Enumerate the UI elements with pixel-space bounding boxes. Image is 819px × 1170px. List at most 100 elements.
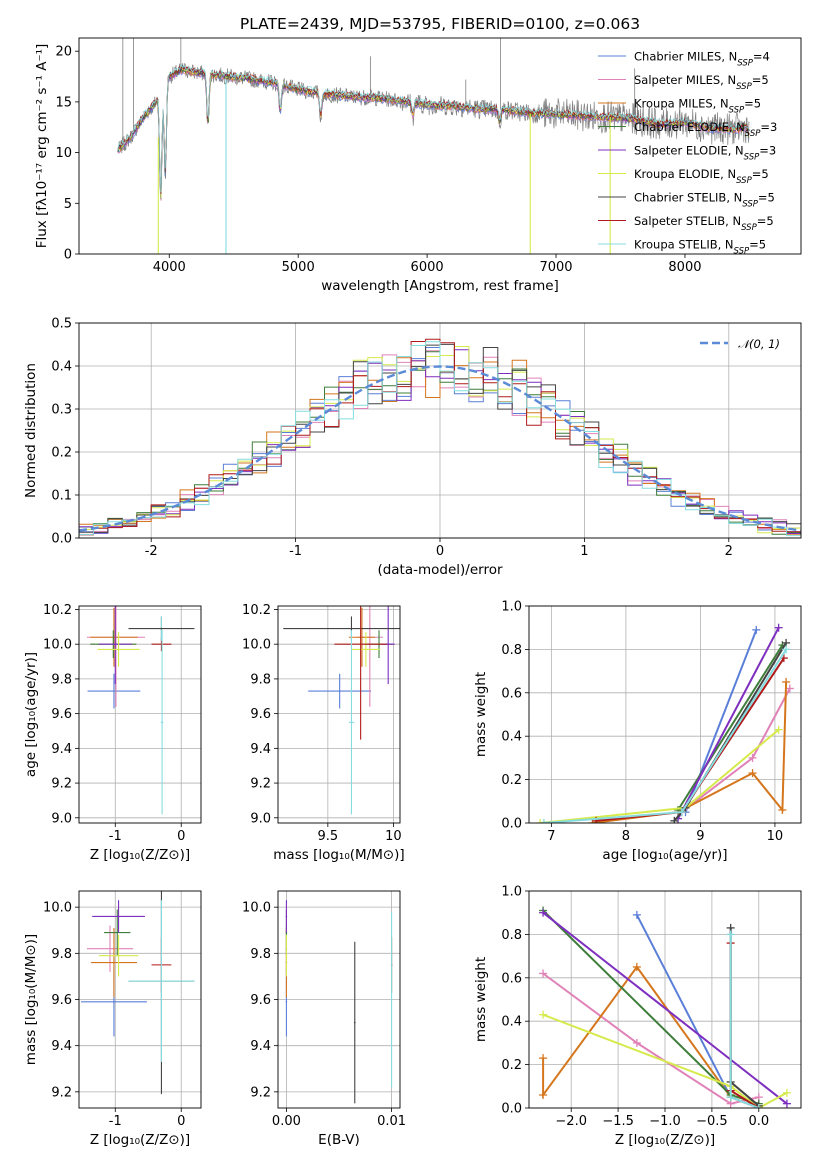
x-tick-label: 4000: [153, 260, 186, 275]
data-point: [285, 1001, 288, 1003]
axes-weight-vs-age: 7 8 9 10 0.0 0.2 0.4 0.6 0.8 1.0 age [log₁₀(age/yr…: [473, 600, 802, 863]
data-point: [113, 690, 115, 692]
axes-frame: [78, 890, 202, 1109]
y-tick-label: 10.0: [242, 638, 271, 653]
y-tick-label: 9.6: [250, 993, 271, 1008]
x-tick-label: 0: [177, 829, 185, 844]
y-tick-label: 0.3: [51, 403, 72, 418]
data-point: [285, 954, 288, 957]
axes-mass-vs-EBV: 0.00 0.01 9.2 9.4 9.6 9.8 10.0 E(B-V): [242, 890, 406, 1148]
plot-area-age-vs-Z: [86, 606, 195, 815]
y-tick-label: 20: [55, 45, 72, 60]
y-tick-label: 0.6: [501, 686, 522, 701]
x-tick-label: −0.5: [696, 1114, 728, 1129]
y-tick-label: 9.6: [51, 993, 72, 1008]
plot-area-mass-vs-EBV: [285, 900, 393, 1104]
x-axis-label: (data-model)/error: [377, 562, 503, 578]
y-tick-label: 0.5: [51, 317, 72, 332]
x-tick-label: -1: [289, 544, 302, 559]
legend-entry: Salpeter STELIB, NSSP=5: [634, 214, 774, 233]
y-tick-label: 0.8: [501, 928, 522, 943]
x-tick-label: 2: [725, 544, 733, 559]
legend-entry: Chabrier ELODIE, NSSP=3: [634, 120, 777, 139]
x-tick-label: -2: [145, 544, 158, 559]
data-point: [160, 980, 163, 982]
y-axis-label: mass weight: [473, 672, 489, 757]
y-axis-label: age [log₁₀(age/yr)]: [23, 652, 39, 777]
data-point: [113, 1001, 115, 1003]
data-point: [350, 627, 353, 630]
x-tick-label: -1: [109, 1114, 122, 1129]
y-tick-label: 0.4: [501, 1015, 522, 1030]
axes-frame: [78, 322, 802, 539]
y-tick-label: 9.2: [51, 777, 72, 792]
data-point: [114, 643, 117, 645]
x-tick-label: 0: [436, 544, 444, 559]
axes-spectrum: 4000 5000 6000 7000 8000 0 5 10 15 20 wavelength […: [34, 37, 802, 294]
axes-frame: [277, 890, 401, 1109]
data-point: [109, 947, 111, 950]
model-spectrum-line: [117, 65, 750, 193]
plot-area-mass-vs-Z: [80, 891, 195, 1095]
plot-area-spectrum: [117, 38, 750, 254]
histogram-step-line: [79, 338, 801, 538]
legend-entry: Chabrier STELIB, NSSP=5: [634, 191, 775, 210]
legend-entry: Salpeter MILES, NSSP=5: [634, 73, 769, 92]
x-axis-label: E(B-V): [318, 1132, 360, 1148]
x-axis-label: age [log₁₀(age/yr)]: [602, 847, 727, 863]
normal-curve-line: [79, 365, 801, 532]
x-tick-label: 7000: [539, 260, 572, 275]
series-line: [542, 911, 788, 1105]
y-tick-label: 0.4: [501, 730, 522, 745]
plot-area-age-vs-mass: [283, 606, 400, 815]
y-tick-label: 9.8: [51, 672, 72, 687]
x-tick-label: −1.5: [602, 1114, 634, 1129]
x-tick-label: 8000: [668, 260, 701, 275]
data-point: [353, 1021, 356, 1024]
series-line: [542, 1013, 788, 1108]
y-tick-label: 0.8: [501, 643, 522, 658]
data-point: [350, 721, 353, 724]
data-point: [161, 721, 163, 724]
axes-frame: [277, 605, 401, 824]
data-point: [359, 643, 362, 645]
data-point: [361, 636, 363, 639]
series-line: [677, 627, 780, 820]
y-tick-label: 1.0: [501, 600, 522, 615]
y-tick-label: 5: [64, 197, 72, 212]
x-axis-label: mass [log₁₀(M/M⊙)]: [273, 847, 404, 863]
y-tick-label: 0.0: [501, 817, 522, 832]
y-tick-label: 9.0: [51, 811, 72, 826]
legend-entry: 𝒩(0, 1): [738, 337, 780, 351]
axes-mass-vs-Z: -1 0 9.2 9.4 9.6 9.8 10.0 Z [log₁₀(Z/Z⊙)] mass […: [23, 890, 202, 1148]
data-point: [160, 627, 163, 630]
y-tick-label: 10: [55, 146, 72, 161]
data-point: [117, 648, 120, 651]
series-line: [540, 728, 780, 823]
axes-residuals: -2 -1 0 1 2 0.0 0.1 0.2 0.3 0.4 0.5 (data-model)/er…: [23, 317, 802, 578]
y-tick-label: 9.2: [51, 1085, 72, 1100]
axes-weight-vs-Z: −2.0 −1.5 −1.0 −0.5 0.0 0.0 0.2 0.4 0.6 0.8 1.0 Z […: [473, 885, 802, 1148]
x-tick-label: 9.5: [318, 829, 339, 844]
y-tick-label: 9.0: [250, 811, 271, 826]
axes-frame: [78, 605, 202, 824]
y-tick-label: 0.1: [51, 489, 72, 504]
y-tick-label: 10.2: [43, 603, 72, 618]
y-tick-label: 10.0: [242, 901, 271, 916]
x-tick-label: 8: [622, 829, 630, 844]
y-tick-label: 0.6: [501, 971, 522, 986]
y-tick-label: 0.0: [51, 532, 72, 547]
legend-entry: Salpeter ELODIE, NSSP=3: [634, 144, 776, 163]
y-tick-label: 9.4: [51, 742, 72, 757]
x-tick-label: 9: [696, 829, 704, 844]
plot-area-weight-vs-Z: [539, 906, 791, 1108]
x-tick-label: 0: [177, 1114, 185, 1129]
x-tick-label: 0.00: [272, 1114, 301, 1129]
y-tick-label: 15: [55, 95, 72, 110]
histogram-step-line: [79, 341, 801, 538]
y-tick-label: 1.0: [501, 885, 522, 900]
y-tick-label: 9.4: [250, 742, 271, 757]
legend-entry: Kroupa MILES, NSSP=5: [634, 97, 761, 116]
data-point: [285, 915, 288, 918]
